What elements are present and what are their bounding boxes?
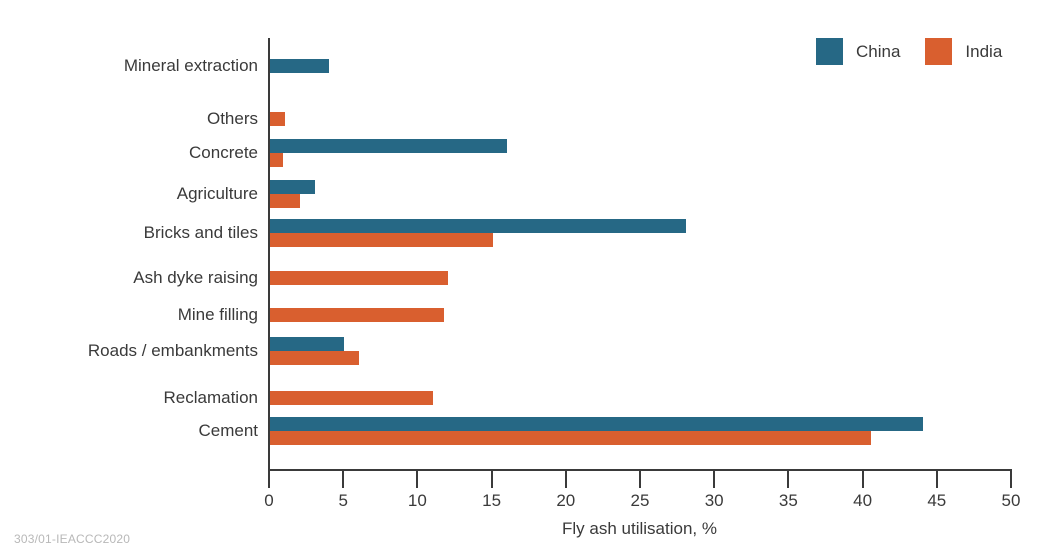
bar-china [270, 180, 315, 194]
legend-swatch-india [925, 38, 953, 65]
y-axis [268, 38, 270, 471]
x-tick-label: 25 [630, 491, 650, 510]
legend-label-china: China [856, 42, 901, 61]
category-label: Mineral extraction [123, 56, 258, 75]
x-tick-mark [490, 469, 493, 488]
bar-india [270, 271, 449, 285]
x-tick-mark [1010, 469, 1012, 488]
bar-india [270, 430, 872, 445]
bar-india [270, 233, 493, 247]
category-label: Roads / embankments [87, 340, 258, 360]
category-label: Concrete [189, 143, 258, 162]
bar-india [270, 350, 360, 365]
bar-china [270, 59, 330, 73]
bar-china [270, 219, 686, 233]
x-tick-label: 40 [853, 491, 873, 510]
bar-india [270, 153, 284, 167]
category-label: Agriculture [176, 184, 258, 203]
legend-swatch-china [816, 38, 843, 65]
category-label: Bricks and tiles [143, 223, 258, 242]
x-tick-mark [268, 469, 270, 488]
bar-india [270, 390, 434, 405]
x-tick-label: 15 [482, 491, 502, 510]
bar-india [270, 112, 285, 126]
x-tick-mark [935, 469, 938, 488]
x-tick-label: 5 [338, 491, 348, 510]
x-tick-label: 0 [264, 491, 274, 510]
legend-label-india: India [965, 42, 1003, 61]
x-tick-mark [564, 469, 567, 488]
x-tick-mark [787, 469, 790, 488]
bar-india [270, 194, 300, 208]
x-tick-mark [861, 469, 864, 488]
x-tick-mark [713, 469, 716, 488]
category-label: Others [206, 109, 258, 128]
x-tick-label: 30 [704, 491, 724, 510]
footnote: 303/01-IEACCC2020 [14, 532, 131, 546]
x-axis-title: Fly ash utilisation, % [562, 519, 717, 538]
x-tick-mark [639, 469, 641, 488]
x-tick-label: 45 [927, 491, 947, 510]
x-tick-label: 50 [1001, 491, 1021, 510]
category-label: Mine filling [177, 305, 258, 324]
bar-china [270, 139, 508, 153]
category-label: Cement [198, 420, 258, 440]
category-label: Reclamation [163, 387, 259, 407]
category-label: Ash dyke raising [133, 268, 258, 287]
x-tick-label: 20 [556, 491, 576, 510]
x-tick-mark [416, 469, 419, 488]
bar-china [270, 416, 923, 431]
x-tick-mark [342, 469, 345, 488]
bar-india [270, 308, 444, 322]
x-tick-label: 35 [778, 491, 798, 510]
x-tick-label: 10 [407, 491, 427, 510]
legend: China India [816, 38, 1002, 65]
bar-china [270, 336, 345, 351]
